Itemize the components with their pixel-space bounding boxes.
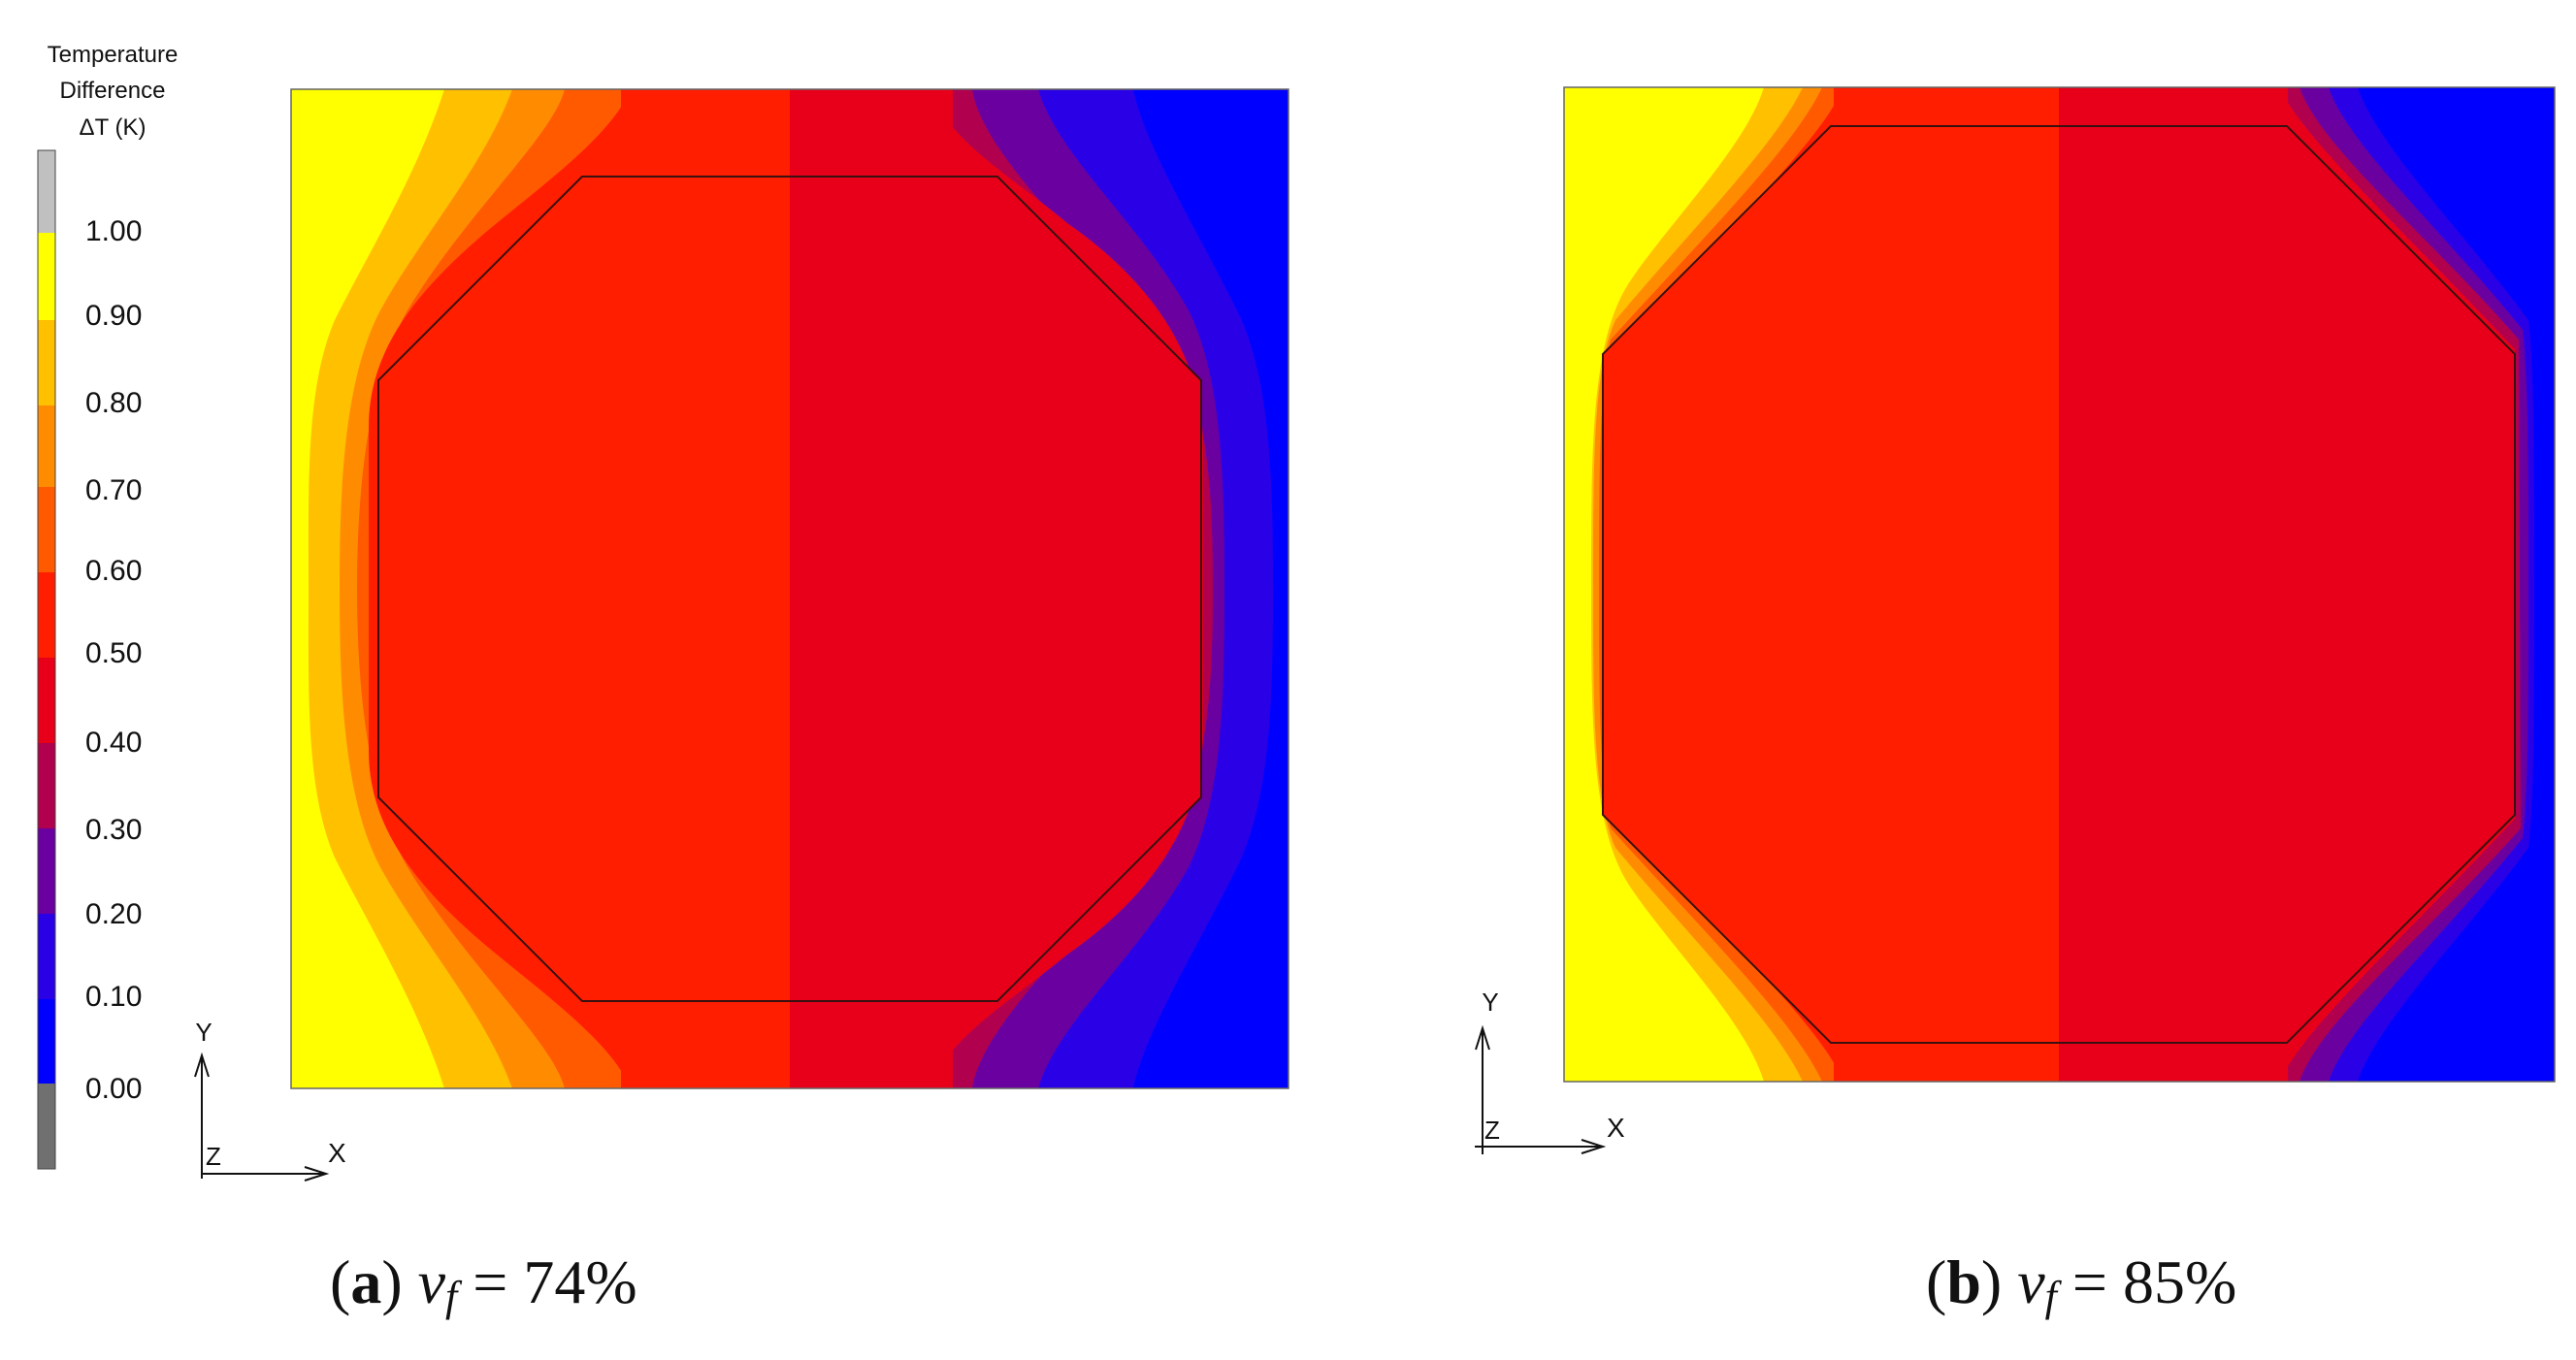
panel-a-x-axis-label: X: [328, 1138, 346, 1168]
panel-a-frame: [290, 88, 1289, 1089]
legend-tick-0-70: 0.70: [85, 474, 142, 506]
panel-a-y-axis-label: Y: [195, 1018, 212, 1047]
legend-tick-0-20: 0.20: [85, 898, 142, 930]
panel-a-variable: v: [417, 1247, 446, 1316]
legend-tick-0-40: 0.40: [85, 727, 142, 759]
panel-a-caption: (a) vf = 74%: [330, 1247, 637, 1320]
panel-b-center-red-strip: [1834, 87, 2059, 1082]
legend-band-5: [38, 572, 55, 658]
legend-band-9: [38, 914, 55, 999]
legend-tick-0-80: 0.80: [85, 387, 142, 419]
legend-band-11: [38, 1084, 55, 1169]
legend-tick-0-60: 0.60: [85, 555, 142, 587]
panel-b-contour: [1563, 86, 2556, 1083]
legend-band-3: [38, 405, 55, 487]
legend-title-line-3: ΔT (K): [80, 114, 147, 141]
legend-band-1: [38, 233, 55, 320]
legend-tick-0-90: 0.90: [85, 300, 142, 332]
panel-b-letter: b: [1946, 1247, 1981, 1316]
legend-band-6: [38, 658, 55, 743]
legend-band-0: [38, 150, 55, 233]
panel-a-contour: [290, 88, 1289, 1089]
panel-b-x-axis-label: X: [1607, 1113, 1625, 1143]
panel-b-y-axis-label: Y: [1482, 988, 1498, 1017]
panel-b-subscript: f: [2044, 1273, 2057, 1320]
legend-tick-0-00: 0.00: [85, 1073, 142, 1105]
legend-tick-0-50: 0.50: [85, 637, 142, 669]
panel-a-center-red-strip: [621, 89, 790, 1088]
legend-bar-outline: [37, 149, 56, 1170]
legend-band-2: [38, 320, 55, 405]
panel-a-center-crimson-strip: [790, 89, 953, 1088]
panel-a-subscript: f: [445, 1273, 458, 1320]
panel-b-frame: [1563, 86, 2556, 1083]
panel-b-value: = 85%: [2056, 1247, 2237, 1316]
legend-color-bar: [38, 150, 55, 1169]
panel-a-z-axis-label: Z: [206, 1142, 221, 1171]
panel-b-caption: (b) vf = 85%: [1926, 1247, 2237, 1320]
legend-tick-labels: 1.00 0.90 0.80 0.70 0.60 0.50 0.40 0.30 …: [85, 215, 142, 1105]
legend-band-8: [38, 828, 55, 914]
panel-b-octagon-outline: [1602, 125, 2516, 1044]
panel-b-z-axis-label: Z: [1484, 1116, 1500, 1145]
legend-band-7: [38, 743, 55, 828]
panel-b-axis-triad: [1475, 1024, 1607, 1154]
color-legend: Temperature Difference ΔT (K) 1.00 0.90 …: [37, 42, 179, 1170]
legend-tick-0-10: 0.10: [85, 981, 142, 1013]
panel-a-value: = 74%: [457, 1247, 637, 1316]
legend-band-4: [38, 487, 55, 572]
panel-a-letter: a: [350, 1247, 382, 1316]
legend-title-line-2: Difference: [60, 78, 166, 104]
panel-b-center-crimson-strip: [2059, 87, 2288, 1082]
legend-title-line-1: Temperature: [48, 42, 179, 68]
panel-a-axis-triad: [194, 1052, 330, 1182]
panel-b-variable: v: [2017, 1247, 2045, 1316]
legend-band-10: [38, 999, 55, 1084]
panel-a-octagon-outline: [377, 176, 1202, 1002]
legend-tick-0-30: 0.30: [85, 814, 142, 846]
legend-tick-1-00: 1.00: [85, 215, 142, 247]
